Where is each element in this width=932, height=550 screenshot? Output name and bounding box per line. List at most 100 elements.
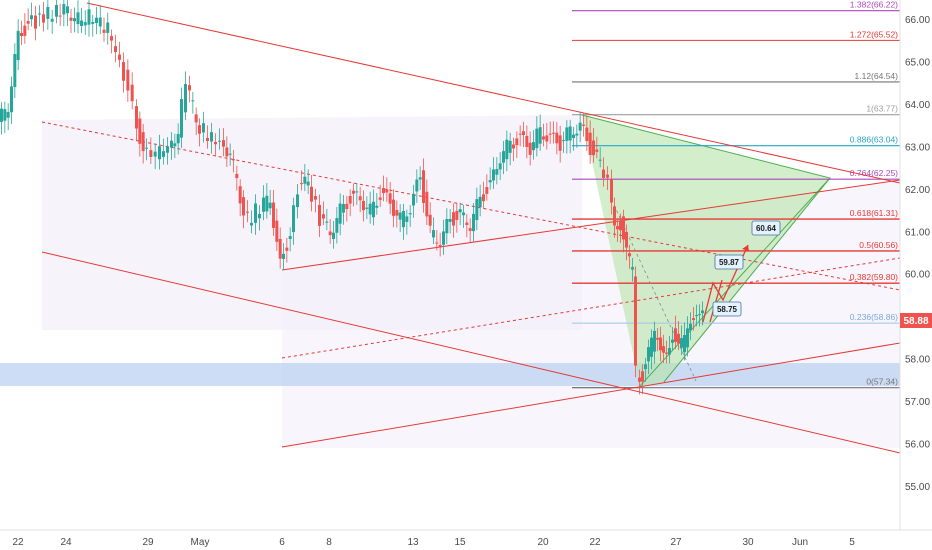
candle-body <box>677 333 680 344</box>
candle-body <box>478 196 482 208</box>
channel-top-line <box>86 2 901 184</box>
candle-body <box>292 205 295 233</box>
candle-body <box>653 330 656 352</box>
fib-label: 0.236(58.86) <box>850 312 898 322</box>
candle-body <box>508 140 512 153</box>
candle-body <box>194 114 198 123</box>
candle-body <box>325 221 329 223</box>
candle-body <box>0 108 3 122</box>
candle-body <box>166 146 169 153</box>
candle-body <box>628 253 631 257</box>
candle-body <box>355 191 359 193</box>
candle-body <box>87 9 91 25</box>
candle-body <box>114 46 117 53</box>
candle-body <box>595 149 599 152</box>
candle-body <box>153 151 157 157</box>
candle-body <box>568 126 572 141</box>
candle-body <box>250 222 253 226</box>
candle-body <box>318 204 321 226</box>
candle-body <box>38 13 41 15</box>
candle-body <box>692 318 695 321</box>
candle-body <box>218 140 221 142</box>
fib-label: 0.382(59.80) <box>850 272 898 282</box>
candle-body <box>202 123 205 133</box>
candle-body <box>69 17 73 21</box>
candle-body <box>254 203 257 223</box>
candle-body <box>176 134 180 144</box>
candle-body <box>578 122 582 131</box>
candle-body <box>210 132 213 142</box>
candle-body <box>310 186 313 202</box>
candle-body <box>622 216 625 240</box>
candle-body <box>198 125 201 134</box>
candle-body <box>145 147 148 149</box>
candle-body <box>34 15 37 29</box>
candle-body <box>438 244 442 248</box>
candle-body <box>422 170 425 204</box>
candle-body <box>598 159 602 161</box>
candle-body <box>392 199 395 216</box>
candle-body <box>13 54 17 88</box>
candle-body <box>432 230 435 238</box>
candle-body <box>265 195 269 212</box>
candle-body <box>522 131 525 136</box>
candle-body <box>106 22 110 33</box>
candle-body <box>408 213 412 215</box>
y-tick-label: 57.00 <box>905 397 930 408</box>
annotation-60-64[interactable]: 60.64 <box>751 220 781 236</box>
fib-label: 0.764(62.25) <box>850 168 898 178</box>
candle-body <box>225 147 229 157</box>
candle-body <box>278 238 282 259</box>
fib-levels: 1.382(66.22) 1.272(65.52) 1.12(64.54) 1(63.… <box>572 0 900 389</box>
annotation-59-87[interactable]: 59.87 <box>714 254 744 270</box>
candle-body <box>372 201 375 218</box>
price-axis[interactable]: 55.0056.0057.0058.0059.0060.0061.0062.00… <box>899 0 932 530</box>
candle-body <box>634 276 637 366</box>
candle-body <box>365 207 369 209</box>
candle-body <box>680 338 683 348</box>
x-tick-label: 8 <box>326 537 332 548</box>
candle-body <box>83 22 87 26</box>
projection-path <box>702 244 749 323</box>
candle-body <box>55 4 58 17</box>
candle-body <box>3 109 7 121</box>
candle-body <box>303 176 307 184</box>
x-tick-label: 24 <box>60 537 72 548</box>
candle-body <box>246 211 249 213</box>
candle-body <box>668 348 671 355</box>
fib-label: 0.5(60.56) <box>859 240 898 250</box>
candle-body <box>375 205 379 208</box>
candle-body <box>262 197 265 212</box>
candle-body <box>46 6 50 19</box>
candle-body <box>306 181 310 186</box>
candle-body <box>647 347 650 362</box>
candle-body <box>16 30 20 61</box>
last-price-value: 58.88 <box>903 316 928 327</box>
candle-body <box>258 213 261 219</box>
candle-body <box>415 179 419 192</box>
x-tick-label: 27 <box>670 537 682 548</box>
candle-body <box>288 236 292 240</box>
candle-body <box>606 174 609 178</box>
candle-body <box>505 139 509 160</box>
candle-body <box>385 189 389 193</box>
svg-text:60.64: 60.64 <box>756 224 777 233</box>
x-tick-label: 30 <box>742 537 754 548</box>
candle-body <box>565 127 569 141</box>
x-tick-label: May <box>191 537 210 548</box>
candle-body <box>562 140 565 142</box>
candle-body <box>162 151 165 157</box>
candle-body <box>418 177 422 180</box>
annotation-58-75[interactable]: 58.75 <box>712 301 742 317</box>
candle-body <box>625 231 628 248</box>
time-axis[interactable]: 22 24 29 May 6 8 13 15 20 22 27 30 Jun 5 <box>0 529 932 550</box>
candle-body <box>50 18 54 22</box>
candle-body <box>445 219 449 234</box>
candle-body <box>535 128 539 149</box>
candle-body <box>575 133 579 136</box>
candle-body <box>455 210 459 221</box>
channel-bottom-line <box>41 251 901 454</box>
candle-body <box>158 146 161 160</box>
candle-body <box>462 212 465 216</box>
